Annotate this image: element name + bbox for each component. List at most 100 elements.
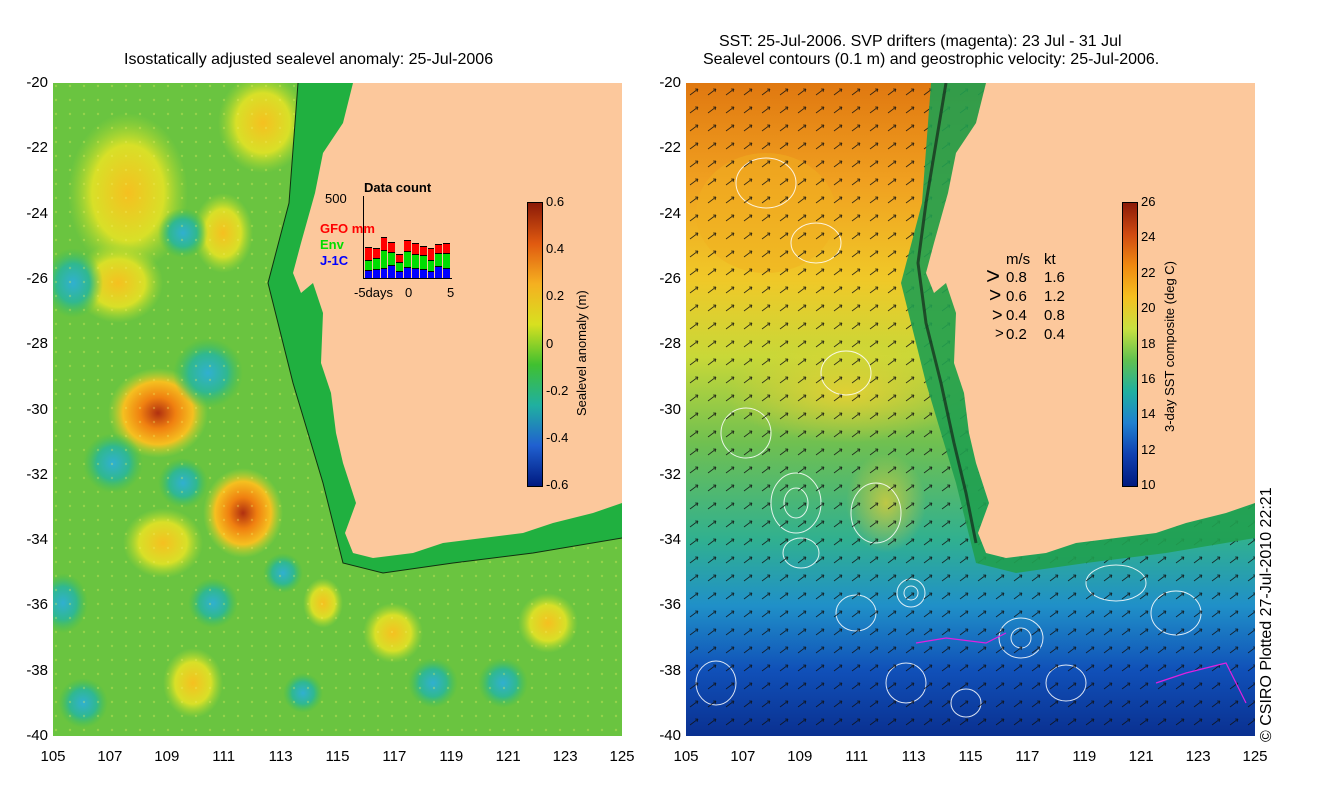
colorbar-tick-label: 14: [1141, 406, 1156, 422]
x-tick-label: 113: [268, 748, 293, 765]
data-count-bar-env: [419, 255, 427, 269]
y-tick-label: -34: [659, 531, 681, 549]
y-tick-label: -26: [659, 269, 681, 287]
data-count-bar-gfo: [427, 248, 435, 260]
data-count-bars: [365, 196, 451, 278]
colorbar-tick-label: -0.4: [546, 429, 569, 445]
x-tick-label: 123: [1185, 748, 1211, 765]
data-count-bar-j1c: [388, 265, 396, 278]
colorbar-tick-label: 0.2: [546, 288, 565, 304]
data-count-bar-j1c: [372, 268, 380, 278]
x-tick-label: 125: [609, 748, 635, 765]
sealevel-colorbar: [527, 202, 543, 487]
x-tick-label: 105: [40, 748, 66, 765]
x-tick-label: 121: [495, 748, 521, 765]
colorbar-tick-label: 12: [1141, 441, 1156, 457]
legend-j1c: J-1C: [320, 253, 349, 268]
x-tick-label: 123: [552, 748, 578, 765]
legend-gfo: GFO mm: [320, 221, 375, 236]
colorbar-tick-label: -0.6: [546, 477, 569, 492]
data-count-bar-env: [427, 259, 435, 271]
data-count-ymax: 500: [325, 191, 347, 206]
velocity-legend-arrow-icon: >: [992, 305, 1003, 325]
x-tick-label: 117: [382, 748, 407, 765]
x-tick-label: 111: [212, 748, 236, 765]
sst-map: [686, 83, 1255, 736]
velocity-legend-kt: 1.6: [1044, 269, 1065, 286]
data-count-bar-j1c: [411, 268, 419, 278]
data-count-bar-env: [388, 251, 396, 266]
colorbar-tick-label: 20: [1141, 300, 1156, 316]
x-tick-label: 115: [958, 748, 983, 765]
y-tick-label: -20: [659, 74, 681, 91]
velocity-legend-ms: 0.2: [1006, 326, 1027, 343]
colorbar-tick-label: 24: [1141, 229, 1156, 245]
data-count-bar-gfo: [396, 254, 404, 263]
y-tick-label: -28: [26, 335, 48, 353]
x-tick-label: 121: [1128, 748, 1154, 765]
data-count-bar-j1c: [380, 268, 388, 278]
csiro-credit: © CSIRO Plotted 27-Jul-2010 22:21: [1258, 487, 1275, 742]
y-tick-label: -30: [26, 400, 48, 418]
y-tick-label: -30: [659, 400, 681, 418]
velocity-legend-arrow-icon: >: [989, 284, 1002, 307]
data-count-bar-gfo: [411, 242, 419, 254]
data-count-bar-gfo: [380, 236, 388, 251]
data-count-bar-gfo: [388, 241, 396, 252]
data-count-bar-j1c: [365, 269, 372, 278]
colorbar-tick-label: 0.4: [546, 241, 565, 257]
isobath-line: [267, 83, 622, 574]
sealevel-colorbar-label: Sealevel anomaly (m): [574, 290, 589, 416]
australia-land: [926, 83, 1255, 558]
data-count-title: Data count: [364, 180, 432, 195]
data-count-bar-env: [372, 257, 380, 269]
y-tick-label: -32: [26, 465, 48, 483]
data-count-bar-gfo: [365, 247, 372, 260]
x-tick-label: 109: [154, 748, 180, 765]
y-tick-label: -22: [26, 139, 48, 157]
data-count-bar-env: [443, 252, 450, 269]
colorbar-tick-label: 0.6: [546, 194, 565, 209]
velocity-legend-ms: 0.8: [1006, 269, 1027, 286]
data-count-xlabel-end: 5: [447, 285, 455, 300]
data-count-bar-j1c: [404, 267, 411, 278]
colorbar-tick-label: 10: [1141, 477, 1156, 492]
data-count-bar-gfo: [443, 242, 450, 253]
data-count-bar-env: [435, 252, 443, 267]
velocity-legend-arrow-icon: >: [995, 325, 1004, 342]
right-panel-title-line1: SST: 25-Jul-2006. SVP drifters (magenta)…: [719, 33, 1122, 50]
colorbar-tick-label: 26: [1141, 194, 1156, 209]
sst-colorbar-label: 3-day SST composite (deg C): [1162, 261, 1177, 432]
x-tick-label: 107: [730, 748, 756, 765]
colorbar-tick-label: 22: [1141, 264, 1156, 280]
y-tick-label: -38: [26, 661, 48, 679]
data-count-bar-j1c: [435, 266, 443, 278]
data-count-bar-gfo: [435, 243, 443, 253]
data-count-xlabel-start: -5days: [354, 285, 394, 300]
data-count-xlabel-zero: 0: [405, 285, 413, 300]
y-tick-label: -22: [659, 139, 681, 157]
x-tick-label: 109: [787, 748, 813, 765]
velocity-legend-ms: 0.6: [1006, 288, 1027, 305]
data-count-bar-env: [411, 253, 419, 269]
y-tick-label: -36: [26, 596, 48, 614]
leeuwin-current-arrows: [916, 83, 978, 544]
colorbar-tick-label: 0: [546, 335, 554, 351]
data-count-bar-j1c: [419, 268, 427, 278]
data-count-chart: [363, 196, 452, 279]
sst-map-svg: [686, 83, 1255, 736]
y-tick-label: -26: [26, 269, 48, 287]
data-count-bar-env: [396, 262, 404, 272]
y-tick-label: -38: [659, 661, 681, 679]
x-tick-label: 113: [901, 748, 926, 765]
velocity-legend-arrow-icon: >: [986, 263, 1001, 290]
y-tick-label: -32: [659, 465, 681, 483]
velocity-legend-header-ms: m/s: [1006, 251, 1031, 268]
data-count-bar-env: [365, 259, 372, 270]
legend-env: Env: [320, 237, 344, 252]
y-tick-label: -40: [659, 727, 681, 744]
colorbar-tick-label: 18: [1141, 335, 1156, 351]
data-count-bar-env: [380, 250, 388, 269]
colorbar-tick-label: 16: [1141, 370, 1156, 386]
y-tick-label: -20: [26, 74, 48, 91]
